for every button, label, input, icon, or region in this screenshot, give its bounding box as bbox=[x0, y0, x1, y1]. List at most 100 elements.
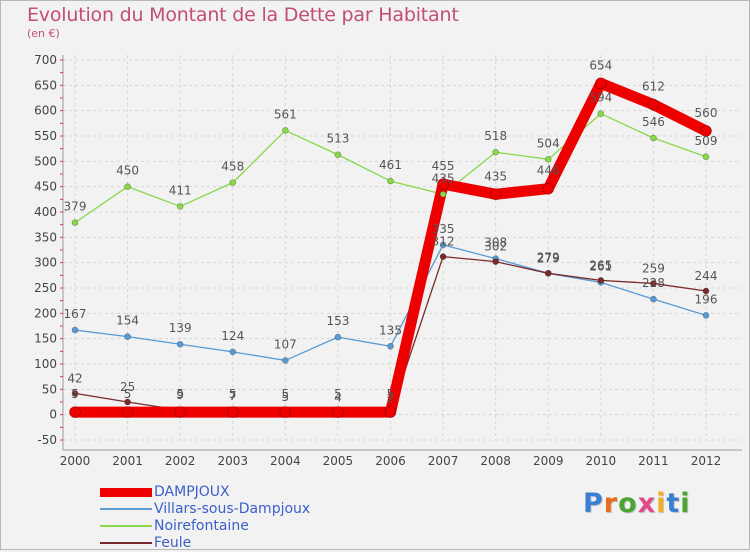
data-label: 461 bbox=[379, 158, 402, 172]
legend-swatch bbox=[100, 542, 152, 544]
y-tick-label: -50 bbox=[37, 433, 57, 447]
legend-label: Villars-sous-Dampjoux bbox=[154, 501, 311, 517]
data-label: 594 bbox=[589, 91, 612, 105]
data-label: 259 bbox=[642, 261, 665, 275]
data-point bbox=[69, 406, 81, 418]
y-tick-label: 250 bbox=[34, 281, 57, 295]
data-point bbox=[124, 398, 131, 406]
y-tick-label: 550 bbox=[34, 129, 57, 143]
data-label: 5 bbox=[282, 387, 290, 401]
logo-letter: x bbox=[637, 488, 657, 519]
x-tick-label: 2004 bbox=[270, 454, 301, 468]
proxiti-logo: Proxiti bbox=[583, 488, 691, 519]
logo-letter: t bbox=[666, 488, 681, 519]
data-label: 107 bbox=[274, 337, 297, 351]
data-label: 167 bbox=[64, 307, 87, 321]
data-point bbox=[439, 190, 447, 198]
x-tick-label: 2001 bbox=[112, 454, 143, 468]
data-point bbox=[332, 406, 344, 418]
logo-letter: i bbox=[656, 488, 667, 519]
data-point bbox=[71, 326, 79, 334]
data-point bbox=[124, 333, 131, 340]
data-label: 513 bbox=[326, 132, 349, 146]
data-point bbox=[492, 148, 499, 156]
data-label: 379 bbox=[64, 200, 87, 214]
data-point bbox=[492, 258, 499, 265]
data-point bbox=[544, 270, 552, 277]
logo-letter: r bbox=[603, 488, 619, 519]
data-label: 5 bbox=[387, 387, 395, 401]
data-label: 335 bbox=[432, 222, 455, 236]
data-point bbox=[702, 287, 710, 295]
data-label: 458 bbox=[221, 160, 244, 174]
data-label: 228 bbox=[642, 276, 665, 290]
data-point bbox=[229, 179, 237, 186]
x-tick-label: 2005 bbox=[323, 454, 354, 468]
data-label: 435 bbox=[432, 171, 455, 185]
y-tick-label: 100 bbox=[34, 357, 57, 371]
logo-letter: i bbox=[680, 488, 691, 519]
legend-swatch bbox=[100, 525, 152, 527]
y-tick-label: 700 bbox=[34, 53, 57, 67]
x-tick-label: 2009 bbox=[533, 454, 564, 468]
data-label: 560 bbox=[695, 106, 718, 120]
data-point bbox=[702, 312, 710, 319]
chart-title: Evolution du Montant de la Dette par Hab… bbox=[27, 4, 459, 26]
x-tick-label: 2003 bbox=[217, 454, 248, 468]
data-point bbox=[650, 280, 657, 287]
data-label: 518 bbox=[484, 129, 507, 143]
data-point bbox=[702, 153, 710, 161]
x-tick-label: 2006 bbox=[375, 454, 406, 468]
y-tick-label: 150 bbox=[34, 332, 57, 346]
y-tick-label: 450 bbox=[34, 180, 57, 194]
data-point bbox=[597, 277, 605, 284]
data-point bbox=[542, 182, 555, 195]
data-point bbox=[647, 98, 660, 111]
data-point bbox=[544, 156, 552, 163]
logo-letter: o bbox=[618, 488, 638, 519]
y-tick-label: 300 bbox=[34, 256, 57, 270]
data-label: 546 bbox=[642, 115, 665, 129]
legend-label: Noirefontaine bbox=[154, 518, 249, 534]
x-tick-label: 2011 bbox=[638, 454, 669, 468]
data-point bbox=[384, 406, 397, 418]
data-label: 455 bbox=[432, 159, 455, 173]
data-point bbox=[439, 241, 447, 249]
chart-subtitle: (en €) bbox=[27, 27, 60, 40]
data-label: 5 bbox=[124, 387, 132, 401]
data-point bbox=[597, 110, 605, 118]
data-label: 446 bbox=[537, 164, 560, 178]
legend-swatch bbox=[100, 487, 152, 497]
data-point bbox=[334, 333, 342, 341]
data-point bbox=[334, 151, 342, 159]
y-tick-label: 600 bbox=[34, 104, 57, 118]
legend-label: Feule bbox=[154, 535, 192, 551]
data-point bbox=[176, 203, 184, 210]
data-point bbox=[437, 178, 449, 190]
data-label: 124 bbox=[221, 329, 244, 343]
data-label: 5 bbox=[282, 390, 290, 404]
data-label: 196 bbox=[695, 292, 718, 306]
x-tick-label: 2007 bbox=[428, 454, 459, 468]
y-tick-label: 0 bbox=[49, 408, 57, 422]
data-label: 5 bbox=[334, 387, 342, 401]
x-tick-label: 2012 bbox=[691, 454, 722, 468]
x-tick-label: 2000 bbox=[60, 454, 91, 468]
data-label: 654 bbox=[589, 58, 612, 72]
data-point bbox=[174, 406, 186, 418]
x-tick-label: 2002 bbox=[165, 454, 196, 468]
data-label: 265 bbox=[589, 258, 612, 272]
data-label: 154 bbox=[116, 314, 139, 328]
data-point bbox=[71, 390, 79, 397]
data-label: 450 bbox=[116, 164, 139, 178]
data-label: 411 bbox=[169, 183, 192, 197]
data-label: 504 bbox=[537, 136, 560, 150]
data-label: 244 bbox=[695, 269, 718, 283]
legend-swatch bbox=[100, 508, 152, 510]
data-label: 279 bbox=[537, 251, 560, 265]
data-label: 308 bbox=[484, 236, 507, 250]
data-point bbox=[176, 340, 184, 348]
x-tick-label: 2010 bbox=[586, 454, 617, 468]
data-label: 2 bbox=[387, 392, 395, 406]
